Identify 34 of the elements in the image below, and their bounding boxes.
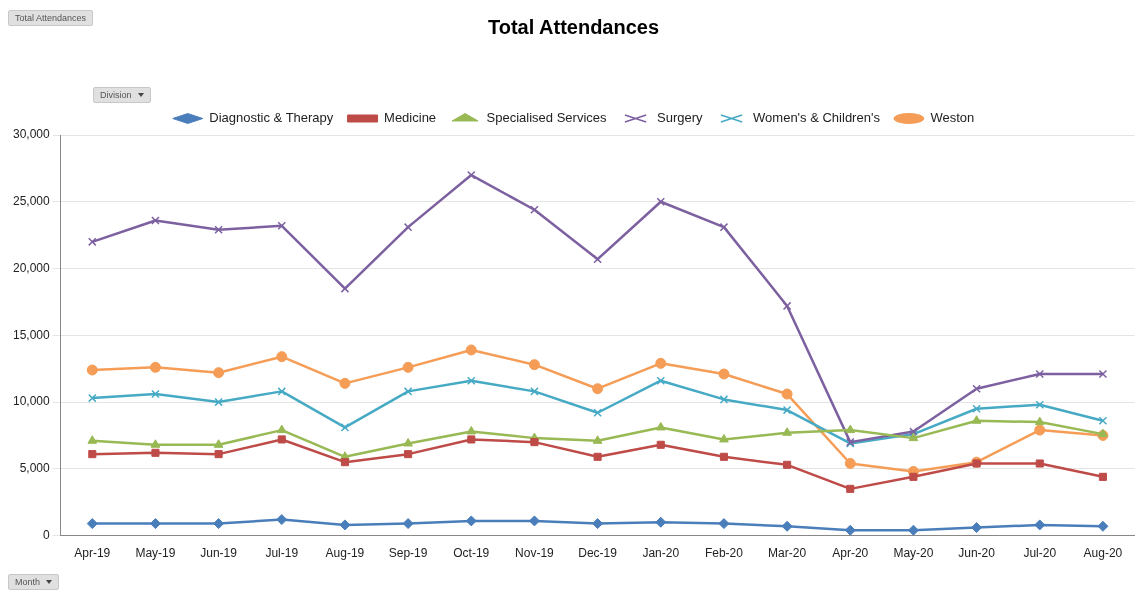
legend-label: Medicine (384, 110, 437, 126)
legend-label: Surgery (657, 110, 704, 126)
x-tick-label: Mar-20 (768, 546, 807, 561)
legend-label: Diagnostic & Therapy (209, 110, 334, 126)
x-tick-label: Nov-19 (515, 546, 555, 561)
legend-label: Women's & Children's (753, 110, 881, 126)
x-tick-label: May-20 (893, 546, 934, 561)
y-tick-label: 20,000 (13, 260, 51, 275)
x-tick-label: Aug-19 (325, 546, 365, 561)
x-tick-label: Jan-20 (642, 546, 680, 561)
x-tick-label: Oct-19 (453, 546, 490, 561)
y-tick-label: 25,000 (13, 194, 51, 209)
x-tick-label: Feb-20 (704, 546, 744, 561)
legend-label: Weston (930, 110, 975, 126)
y-tick-label: 0 (43, 527, 51, 542)
y-tick-label: 10,000 (13, 394, 51, 409)
y-tick-label: 5,000 (19, 461, 51, 476)
x-tick-label: Jun-19 (200, 546, 238, 561)
x-tick-label: May-19 (135, 546, 176, 561)
x-tick-label: Jul-19 (265, 546, 299, 561)
y-tick-label: 30,000 (13, 127, 51, 142)
x-tick-label: Apr-19 (74, 546, 111, 561)
chart-title: Total Attendances (487, 15, 660, 38)
x-tick-label: Apr-20 (832, 546, 869, 561)
x-tick-label: Dec-19 (578, 546, 618, 561)
text: Division (100, 90, 132, 100)
x-tick-label: Sep-19 (388, 546, 428, 561)
x-tick-label: Aug-20 (1083, 546, 1123, 561)
text: Total Attendances (15, 13, 87, 23)
x-tick-label: Jun-20 (958, 546, 996, 561)
legend-label: Specialised Services (486, 110, 608, 126)
y-tick-label: 15,000 (13, 327, 51, 342)
text: Month (15, 577, 41, 587)
x-tick-label: Jul-20 (1023, 546, 1057, 561)
